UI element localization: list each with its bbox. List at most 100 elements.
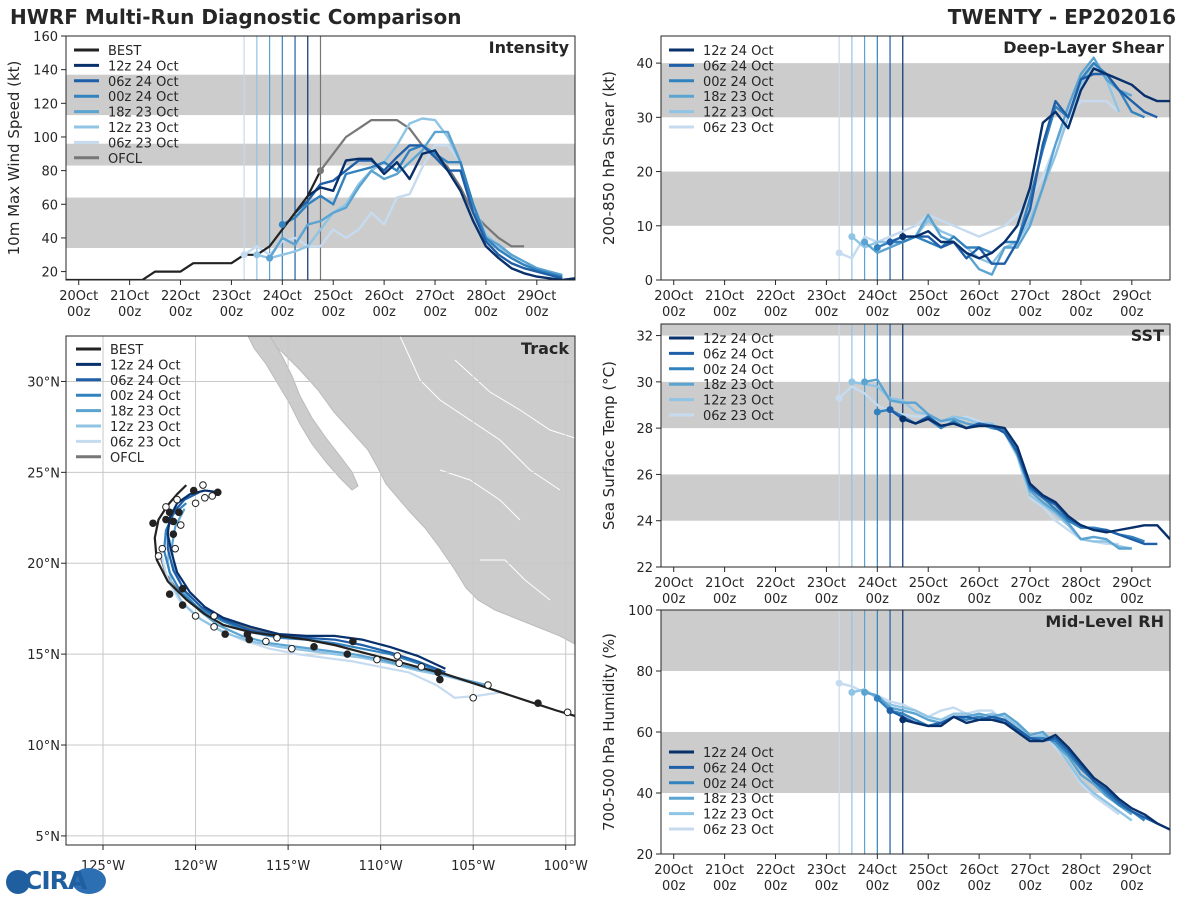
shear-ytick-label: 20 — [636, 166, 653, 181]
sst-frame — [660, 323, 1171, 568]
rh-xtick-label: 00z — [713, 879, 737, 894]
rh-series-line — [851, 688, 1133, 822]
track-fix-point — [349, 637, 357, 646]
track-fix-point — [563, 708, 572, 717]
shear-init-marker — [835, 249, 843, 257]
sst-ytick-label: 30 — [636, 376, 653, 391]
rh-xtick-label: 22Oct — [756, 863, 795, 878]
shear-legend-label: 06z 23 Oct — [703, 121, 774, 136]
rh-xtick-label: 20Oct — [654, 863, 693, 878]
figure-title: HWRF Multi-Run Diagnostic Comparison — [10, 5, 462, 29]
sst-ytick-label: 28 — [636, 422, 653, 437]
track-xtick-label: 100°W — [544, 859, 588, 874]
rh-ytick-label: 40 — [636, 787, 653, 802]
track-fix-point — [310, 643, 318, 651]
shear-ylabel: 200-850 hPa Shear (kt) — [600, 71, 618, 245]
intensity-panel: 2040608010012014016020Oct00z21Oct00z22Oc… — [5, 30, 576, 320]
rh-panel: 2040608010020Oct00z21Oct00z22Oct00z23Oct… — [600, 604, 1171, 894]
shear-xtick-label: 00z — [1069, 305, 1093, 320]
shear-xtick-label: 27Oct — [1011, 289, 1050, 304]
intensity-legend-label: 18z 23 Oct — [108, 106, 179, 121]
track-fix-point — [201, 493, 209, 502]
intensity-xtick-label: 00z — [67, 305, 91, 320]
sst-xtick-label: 21Oct — [705, 576, 744, 591]
sst-xtick-label: 00z — [1069, 592, 1093, 607]
intensity-xtick-label: 00z — [220, 305, 244, 320]
track-ytick-label: 15°N — [27, 648, 60, 663]
shear-xtick-label: 00z — [764, 305, 788, 320]
rh-ytick-label: 20 — [636, 848, 653, 863]
state-borders — [399, 336, 575, 601]
globe-icon — [6, 870, 30, 894]
intensity-series-line — [66, 170, 322, 280]
rh-xtick-label: 28Oct — [1061, 863, 1100, 878]
track-ytick-label: 30°N — [27, 375, 60, 390]
shear-xtick-label: 22Oct — [756, 289, 795, 304]
intensity-series-line — [256, 117, 563, 277]
intensity-xtick-label: 25Oct — [314, 289, 353, 304]
track-xtick-label: 120°W — [173, 859, 217, 874]
track-fix-point — [162, 503, 170, 511]
rh-init-marker — [835, 679, 843, 687]
intensity-legend-label: BEST — [108, 44, 141, 59]
track-legend-label: OFCL — [110, 451, 145, 466]
baja-land — [247, 336, 359, 491]
cira-logo-text: CIRA — [24, 866, 87, 895]
sst-xtick-label: 00z — [967, 592, 991, 607]
sst-xtick-label: 00z — [764, 592, 788, 607]
shear-title: Deep-Layer Shear — [1003, 38, 1164, 57]
track-ytick-label: 25°N — [27, 466, 60, 481]
sst-init-marker — [848, 378, 856, 386]
rh-xtick-label: 00z — [1018, 879, 1042, 894]
sst-legend-label: 18z 23 Oct — [703, 378, 774, 393]
sst-init-marker — [835, 394, 843, 402]
sst-legend-label: 06z 24 Oct — [703, 347, 774, 362]
sst-xtick-label: 28Oct — [1061, 576, 1100, 591]
shear-xtick-label: 20Oct — [654, 289, 693, 304]
rh-legend-label: 12z 23 Oct — [703, 808, 774, 823]
sst-ytick-label: 22 — [636, 561, 653, 576]
sst-xtick-label: 25Oct — [909, 576, 948, 591]
intensity-init-marker — [266, 254, 274, 262]
track-series-line — [166, 489, 446, 670]
sst-xtick-label: 24Oct — [858, 576, 897, 591]
intensity-xtick-label: 22Oct — [161, 289, 200, 304]
sst-xtick-label: 23Oct — [807, 576, 846, 591]
track-fix-point — [175, 508, 183, 517]
track-series-line — [166, 491, 446, 674]
track-fix-point — [169, 530, 178, 538]
track-fix-point — [176, 521, 185, 529]
track-fix-point — [469, 693, 478, 702]
mainland-land — [261, 336, 575, 645]
shear-init-marker — [899, 233, 907, 241]
track-fix-point — [191, 612, 200, 620]
shear-xtick-label: 29Oct — [1112, 289, 1151, 304]
rh-band — [661, 732, 1170, 793]
rh-xtick-label: 00z — [1069, 879, 1093, 894]
shear-series-group — [835, 56, 1170, 276]
rh-ytick-label: 100 — [628, 604, 653, 619]
sst-band — [661, 324, 1170, 336]
rh-series-group — [835, 679, 1170, 831]
sst-legend-label: 12z 23 Oct — [703, 394, 774, 409]
track-fix-point — [210, 612, 218, 620]
intensity-series-group — [66, 117, 575, 280]
track-fix-point — [434, 668, 442, 677]
track-fix-point — [149, 519, 157, 528]
sst-init-marker — [873, 408, 881, 416]
shear-xtick-label: 00z — [1120, 305, 1144, 320]
intensity-xtick-label: 00z — [372, 305, 396, 320]
track-fix-point — [199, 481, 207, 489]
rh-legend-label: 18z 23 Oct — [703, 792, 774, 807]
rh-init-marker — [886, 707, 894, 715]
intensity-init-marker — [253, 251, 261, 259]
intensity-xtick-label: 20Oct — [59, 289, 98, 304]
track-fix-point — [343, 650, 352, 658]
intensity-legend-label: OFCL — [108, 152, 143, 167]
sst-xtick-label: 00z — [1018, 592, 1042, 607]
sst-legend-label: 00z 24 Oct — [703, 363, 774, 378]
rh-xtick-label: 29Oct — [1112, 863, 1151, 878]
